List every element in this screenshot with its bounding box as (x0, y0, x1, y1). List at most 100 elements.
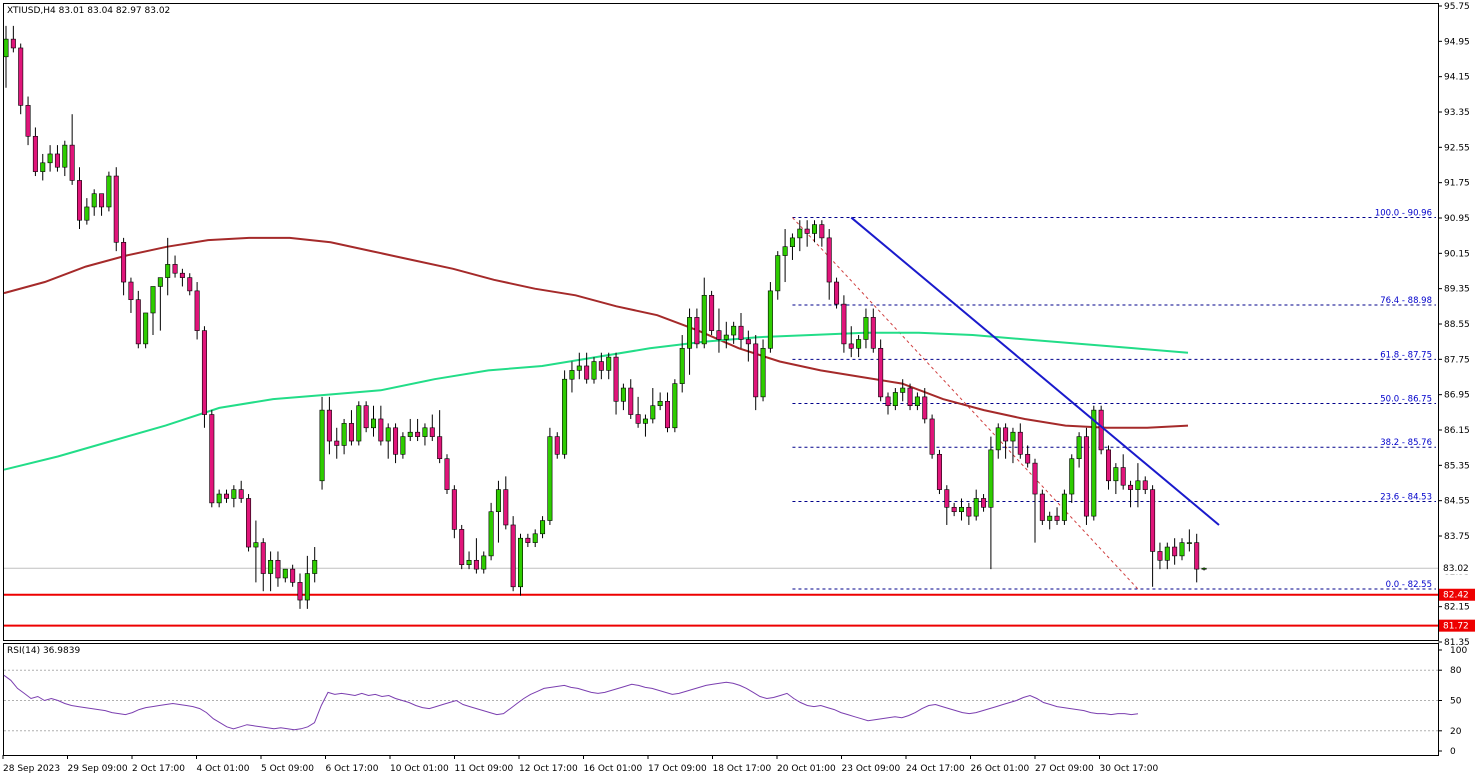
candle (10, 25, 16, 53)
bear-candle-body (709, 294, 715, 331)
candle (253, 520, 259, 583)
time-tick-label: 11 Oct 09:00 (455, 764, 514, 774)
bear-candle-body (1032, 462, 1038, 495)
price-tick-label: 87.75 (1444, 355, 1470, 365)
fib-level-label: 0.0 - 82.55 (1386, 580, 1432, 590)
bearish-trend-line[interactable] (850, 216, 1220, 526)
candle (811, 220, 817, 243)
bull-candle-body (143, 312, 149, 345)
bull-candle-body (767, 290, 773, 349)
candle (620, 383, 626, 411)
candle (1157, 542, 1163, 570)
rsi-pane[interactable] (3, 643, 1439, 756)
bear-candle-body (1194, 542, 1200, 570)
price-tick-label: 83.75 (1444, 532, 1470, 542)
bear-candle-body (25, 105, 31, 137)
fib-diagonal-line (792, 217, 1139, 590)
bull-candle-body (47, 153, 53, 164)
price-tick-label: 91.75 (1444, 179, 1470, 189)
bull-candle-body (1135, 480, 1141, 490)
time-tick-label: 4 Oct 01:00 (197, 764, 250, 774)
time-tick-label: 28 Sep 2023 (3, 764, 60, 774)
candle (613, 352, 619, 415)
current-price-tag: 83.02 (1439, 562, 1475, 575)
candle (260, 538, 266, 592)
candle (598, 352, 604, 380)
candle (334, 427, 340, 459)
rsi-header: RSI(14) 36.9839 (7, 646, 80, 656)
price-pane[interactable] (3, 3, 1439, 641)
candle (1128, 480, 1134, 508)
bull-candle-body (701, 294, 707, 345)
candle (1032, 458, 1038, 543)
candle (466, 551, 472, 570)
bull-candle-body (356, 405, 362, 442)
bull-candle-body (988, 449, 994, 508)
candle (363, 401, 369, 433)
bull-candle-body (157, 277, 163, 287)
bear-candle-body (1017, 431, 1023, 455)
support-price-tag: 82.42 (1439, 588, 1475, 601)
bear-candle-body (378, 418, 384, 442)
bear-candle-body (554, 436, 560, 455)
bear-candle-body (613, 356, 619, 402)
bull-candle-body (341, 423, 347, 446)
bear-candle-body (69, 144, 75, 181)
candle (1003, 423, 1009, 459)
bear-candle-body (238, 489, 244, 499)
bear-candle-body (1025, 453, 1031, 464)
price-axis: 95.75 94.95 94.15 93.35 92.55 91.75 90.95 90.15… (1438, 2, 1470, 648)
candle (25, 96, 31, 146)
time-tick-label: 23 Oct 09:00 (842, 764, 901, 774)
bull-candle-body (1069, 458, 1075, 495)
bull-candle-body (789, 237, 795, 248)
candle (495, 480, 501, 543)
candle (194, 282, 200, 340)
bear-candle-body (826, 237, 832, 283)
time-tick-label: 16 Oct 01:00 (584, 764, 643, 774)
price-tick-label: 92.55 (1444, 143, 1470, 153)
candle (224, 489, 230, 503)
bear-candle-body (275, 559, 281, 579)
candle (451, 485, 457, 539)
time-tick-label: 17 Oct 09:00 (648, 764, 707, 774)
fib-level-label: 100.0 - 90.96 (1375, 209, 1432, 219)
candle (1069, 454, 1075, 503)
candle (135, 290, 141, 349)
candle (944, 485, 950, 525)
moving-average-red (3, 236, 1189, 429)
time-tick-label: 24 Oct 17:00 (906, 764, 965, 774)
candle (922, 388, 928, 424)
candle (1025, 445, 1031, 468)
candle (393, 423, 399, 464)
bear-candle-body (459, 529, 465, 566)
bear-candle-body (10, 38, 16, 49)
bear-candle-body (473, 559, 479, 570)
candle (716, 308, 722, 353)
header-symbol: XTIUSD,H4 (7, 6, 56, 16)
fib-level-label: 76.4 - 88.98 (1380, 296, 1432, 306)
candle (892, 388, 898, 411)
candle (819, 220, 825, 247)
candle (1083, 427, 1089, 525)
candle (143, 312, 149, 349)
candle (312, 547, 318, 583)
candle (459, 524, 465, 570)
bear-candle-body (1003, 427, 1009, 442)
bull-candle-body (679, 347, 685, 384)
bear-candle-body (1106, 449, 1112, 482)
candle (1091, 405, 1097, 521)
candle (554, 432, 560, 459)
bear-candle-body (745, 339, 751, 345)
bear-candle-body (194, 290, 200, 331)
bull-candle-body (91, 193, 97, 208)
bear-candle-body (936, 453, 942, 490)
candle (745, 330, 751, 362)
bear-candle-body (1172, 546, 1178, 557)
bear-candle-body (841, 303, 847, 345)
candle (84, 198, 90, 225)
candle (69, 114, 75, 185)
bull-candle-body (231, 489, 237, 499)
bull-candle-body (914, 396, 920, 407)
